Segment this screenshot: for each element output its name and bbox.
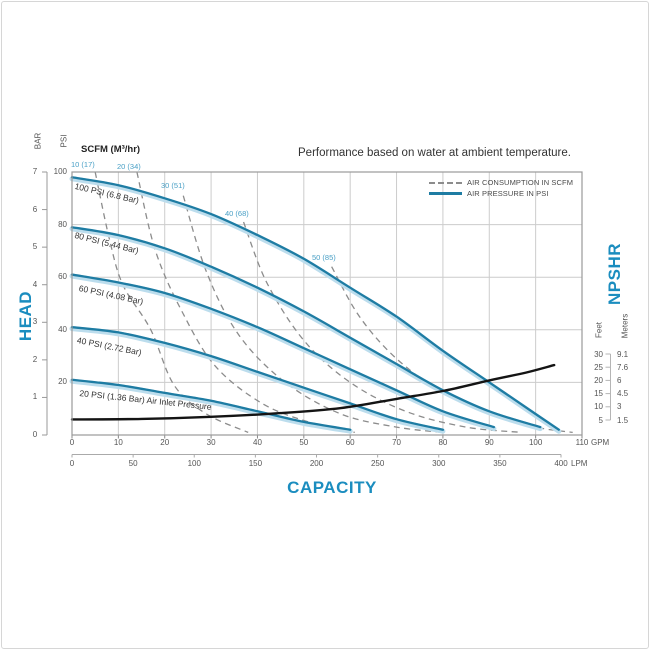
scfm-header: SCFM (M³/hr) <box>81 144 141 155</box>
bar-tick-label: 7 <box>32 167 38 176</box>
npshr-feet-tick-label: 30 <box>594 349 603 359</box>
lpm-unit-label: LPM <box>571 459 588 468</box>
pressure-curve-halo <box>69 226 543 432</box>
npshr-meters-tick-label: 3 <box>617 402 622 412</box>
air-consumption-line <box>242 221 522 434</box>
pressure-curve-halo <box>69 176 562 434</box>
bar-axis-unit-label: BAR <box>33 132 43 150</box>
lpm-tick-label: 250 <box>370 459 385 468</box>
psi-tick-label: 80 <box>58 219 67 229</box>
bar-tick-label: 2 <box>32 354 38 364</box>
chart-title: Performance based on water at ambient te… <box>298 147 571 159</box>
gpm-tick-label: 90 <box>484 438 494 447</box>
npshr-meters-tick-label: 6 <box>617 375 622 385</box>
bar-tick-label: 6 <box>32 204 38 214</box>
npshr-feet-tick-label: 25 <box>594 362 603 372</box>
npshr-feet-tick-label: 20 <box>594 375 603 385</box>
scfm-line-label-40: 40 (68) <box>225 209 249 218</box>
air-consumption-line <box>94 171 249 433</box>
gpm-tick-label: 10 <box>113 438 123 447</box>
gpm-tick-label: 60 <box>345 438 355 447</box>
pressure-curve <box>70 378 352 431</box>
npshr-curve <box>70 363 556 421</box>
pressure-curve <box>70 273 496 429</box>
legend-item-air-consumption: AIR CONSUMPTION IN SCFM <box>429 177 573 188</box>
psi-tick-label: 40 <box>58 324 67 334</box>
plot-border <box>71 171 583 436</box>
lpm-tick-label: 350 <box>493 459 507 468</box>
lpm-tick-label: 150 <box>248 459 263 468</box>
psi-tick-label: 60 <box>58 272 67 282</box>
pressure-curves <box>69 176 562 434</box>
lpm-tick-label: 400 <box>554 459 568 468</box>
pressure-curve-halo <box>69 273 497 432</box>
gpm-tick-label: 50 <box>299 438 309 447</box>
gpm-tick-label: 20 <box>160 438 170 447</box>
gpm-tick-label: 110 <box>575 438 589 447</box>
pressure-curve-halo <box>69 326 446 434</box>
npshr-axis-title: NPSHR <box>605 242 624 306</box>
gpm-tick-label: 70 <box>392 438 401 447</box>
gpm-tick-label: 0 <box>69 438 75 447</box>
psi-tick-label: 100 <box>53 167 67 176</box>
lpm-tick-label: 300 <box>432 459 446 468</box>
scfm-line-label-50: 50 (85) <box>312 253 336 262</box>
solid-line-sample-icon <box>429 192 462 195</box>
bar-tick-label: 5 <box>32 242 38 252</box>
legend-label-air-pressure: AIR PRESSURE IN PSI <box>467 189 549 198</box>
psi-axis-unit-label: PSI <box>59 134 69 148</box>
grid-layer <box>72 172 582 435</box>
npshr-feet-tick-label: 5 <box>598 415 603 425</box>
gpm-tick-label: 30 <box>206 438 216 447</box>
lpm-tick-label: 0 <box>69 459 75 468</box>
gpm-tick-label: 40 <box>253 438 262 447</box>
psi-tick-label: 20 <box>58 377 67 387</box>
pressure-curve <box>70 226 542 429</box>
pressure-curve <box>70 326 445 431</box>
legend-label-air-consumption: AIR CONSUMPTION IN SCFM <box>467 178 574 187</box>
lpm-tick-label: 200 <box>309 459 324 468</box>
bar-tick-label: 1 <box>32 392 38 402</box>
plot-frame <box>71 171 583 436</box>
bar-tick-label: 3 <box>32 317 38 327</box>
scfm-line-label-10: 10 (17) <box>71 160 95 169</box>
bar-tick-label: 0 <box>32 430 38 439</box>
air-consumption-line <box>182 195 443 434</box>
legend-item-air-pressure: AIR PRESSURE IN PSI <box>429 188 573 199</box>
lpm-tick-label: 100 <box>187 459 201 468</box>
axis-layer <box>42 171 611 458</box>
dashed-line-sample-icon <box>429 181 462 184</box>
meters-axis-unit-label: Meters <box>620 313 630 339</box>
scfm-line-label-20: 20 (34) <box>117 162 141 171</box>
npshr-line <box>70 363 556 421</box>
lpm-tick-label: 50 <box>128 459 138 468</box>
npshr-meters-tick-label: 4.5 <box>617 389 629 399</box>
npshr-meters-tick-label: 1.5 <box>617 415 629 425</box>
legend: AIR CONSUMPTION IN SCFM AIR PRESSURE IN … <box>429 177 573 199</box>
npshr-meters-tick-label: 9.1 <box>617 349 629 359</box>
npshr-meters-tick-label: 7.6 <box>617 362 629 372</box>
feet-axis-unit-label: Feet <box>594 321 604 339</box>
capacity-axis-title: CAPACITY <box>287 478 377 497</box>
scfm-line-label-30: 30 (51) <box>161 181 185 190</box>
bar-tick-label: 4 <box>32 279 38 289</box>
gpm-tick-label: 100 <box>528 438 543 447</box>
gpm-tick-label: 80 <box>438 438 448 447</box>
gpm-unit-label: GPM <box>591 438 610 447</box>
pressure-curve <box>70 176 560 431</box>
pressure-curve-halo <box>69 378 353 434</box>
head-axis-title: HEAD <box>16 290 35 342</box>
npshr-feet-tick-label: 10 <box>594 402 603 412</box>
npshr-feet-tick-label: 15 <box>594 389 603 399</box>
